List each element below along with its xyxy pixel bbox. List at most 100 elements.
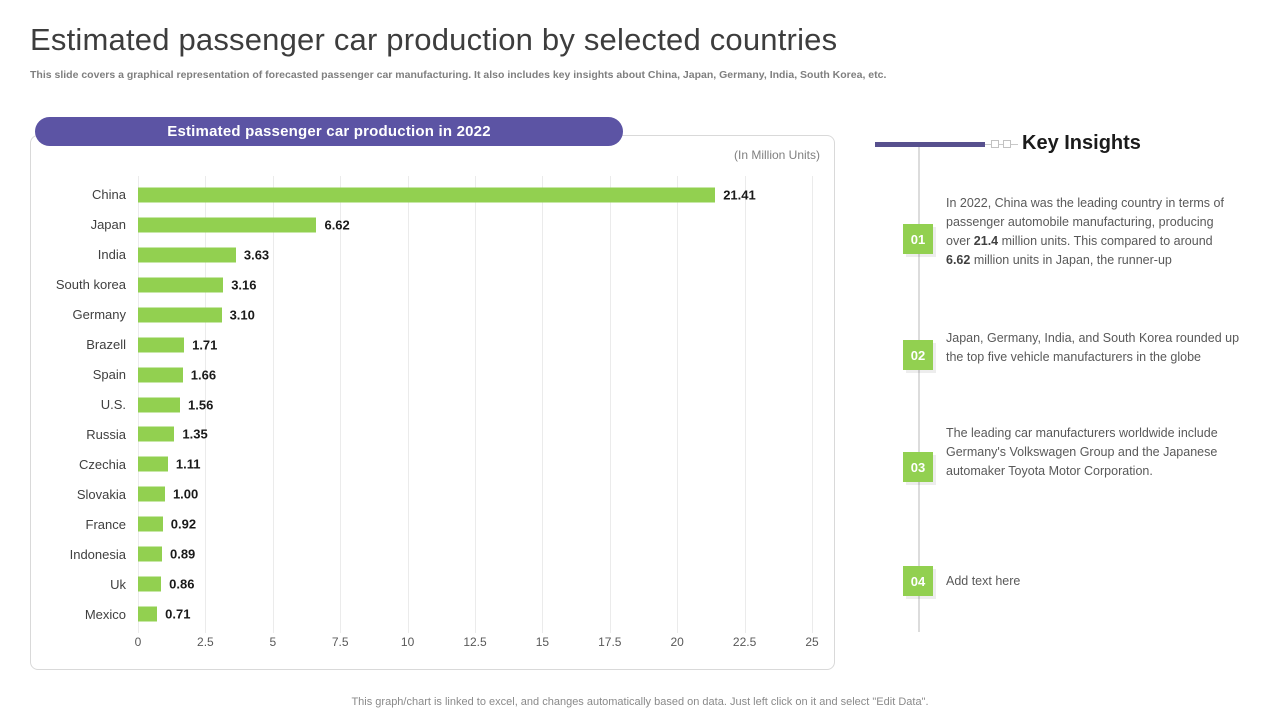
x-axis-ticks: 0 2.5 5 7.5 10 12.5 15 17.5 20 22.5 25 [134,635,819,651]
footer-note: This graph/chart is linked to excel, and… [351,696,929,708]
value-label: 6.62 [324,217,350,233]
value-label: 1.56 [188,397,214,413]
value-label: 0.92 [170,516,197,532]
category-label: Czechia [79,456,126,472]
category-label: Brazell [86,337,126,353]
square-decoration-icon [991,140,999,148]
gridline [205,176,207,633]
bar-area: 1.11 [138,449,812,479]
bar-area: 1.71 [138,330,812,360]
bar-area: 3.16 [138,270,812,300]
category-label: Spain [92,367,126,383]
value-label: 1.11 [175,456,201,472]
value-label: 1.35 [182,426,208,442]
chart-row: Uk 0.86 [31,569,812,599]
insight-text: In 2022, China was the leading country i… [946,196,1224,267]
bar-area: 1.35 [138,420,812,450]
chart-row: India 3.63 [31,240,812,270]
chart-title-pill: Estimated passenger car production in 20… [35,117,623,146]
value-label: 1.71 [192,337,218,353]
bar [138,397,181,413]
x-tick-label: 22.5 [732,635,757,649]
gridline [407,176,409,633]
x-tick-label: 25 [805,635,819,649]
bar-area: 0.92 [138,509,812,539]
category-label: U.S. [100,397,126,413]
gridline [340,176,342,633]
value-label: 0.89 [169,546,196,562]
bar [138,516,163,532]
bar-area: 1.56 [138,390,812,420]
bar-chart: (In Million Units) China 21.41 Japan 6.62 In… [30,135,835,670]
x-tick-label: 20 [670,635,684,649]
x-tick-label: 12.5 [463,635,487,649]
bar [138,486,165,502]
gridline [475,176,476,633]
bar-area: 21.41 [138,180,812,210]
page-subtitle: This slide covers a graphical representa… [30,69,887,81]
category-label: South korea [55,277,126,293]
gridline [272,176,274,633]
gridline [744,176,746,633]
chart-row: Spain 1.66 [31,360,812,390]
category-label: France [85,516,126,532]
chart-row: Mexico 0.71 [31,599,812,629]
bar [138,367,183,383]
bar [138,576,162,592]
gridline [677,176,679,633]
category-label: Japan [90,217,126,233]
chart-row: South korea 3.16 [31,270,812,300]
category-label: Russia [86,426,126,442]
bar [138,546,162,562]
bar [138,337,185,353]
chart-row: Russia 1.35 [31,420,812,450]
bar [138,426,175,442]
value-label: 3.16 [231,277,257,293]
chart-row: Czechia 1.11 [31,449,812,479]
chart-row: China 21.41 [31,180,812,210]
x-tick-label: 0 [134,635,142,649]
bar-area: 0.89 [138,539,812,569]
bar-area: 6.62 [138,210,812,240]
value-label: 3.63 [243,247,270,263]
gridline [609,176,611,633]
chart-row: Slovakia 1.00 [31,479,812,509]
category-label: Uk [110,576,126,592]
x-tick-label: 5 [269,635,277,649]
category-label: Slovakia [76,486,126,502]
insight-number-badge: 03 [903,452,933,482]
insights-accent-line [875,142,985,147]
category-label: China [92,187,126,203]
value-label: 21.41 [723,187,756,203]
gridline [542,176,544,633]
category-label: Indonesia [69,546,126,562]
insight-text: Japan, Germany, India, and South Korea r… [946,331,1240,364]
value-label: 0.71 [165,606,191,622]
insight-number-badge: 01 [903,224,933,254]
category-label: Germany [72,307,126,323]
chart-row: Indonesia 0.89 [31,539,812,569]
bar [138,277,224,293]
chart-title: Estimated passenger car production in 20… [167,123,491,140]
x-tick-label: 17.5 [598,635,622,649]
bar [138,307,222,323]
x-tick-label: 15 [535,635,550,649]
value-label: 0.86 [169,576,195,592]
value-label: 1.00 [172,486,199,502]
bar [138,217,317,233]
square-decoration-icon [1003,140,1011,148]
insight-text: The leading car manufacturers worldwide … [946,426,1218,478]
page-title: Estimated passenger car production by se… [30,22,838,57]
bar-area: 0.71 [138,599,812,629]
x-tick-label: 2.5 [197,635,214,649]
units-note: (In Million Units) [733,148,820,162]
category-label: Mexico [84,606,126,622]
bar-area: 1.00 [138,479,812,509]
insight-text: Add text here [946,574,1021,588]
insight-number-badge: 04 [903,566,933,596]
bar [138,247,236,263]
insight-number-badge: 02 [903,340,933,370]
chart-row: Japan 6.62 [31,210,812,240]
chart-row: Germany 3.10 [31,300,812,330]
